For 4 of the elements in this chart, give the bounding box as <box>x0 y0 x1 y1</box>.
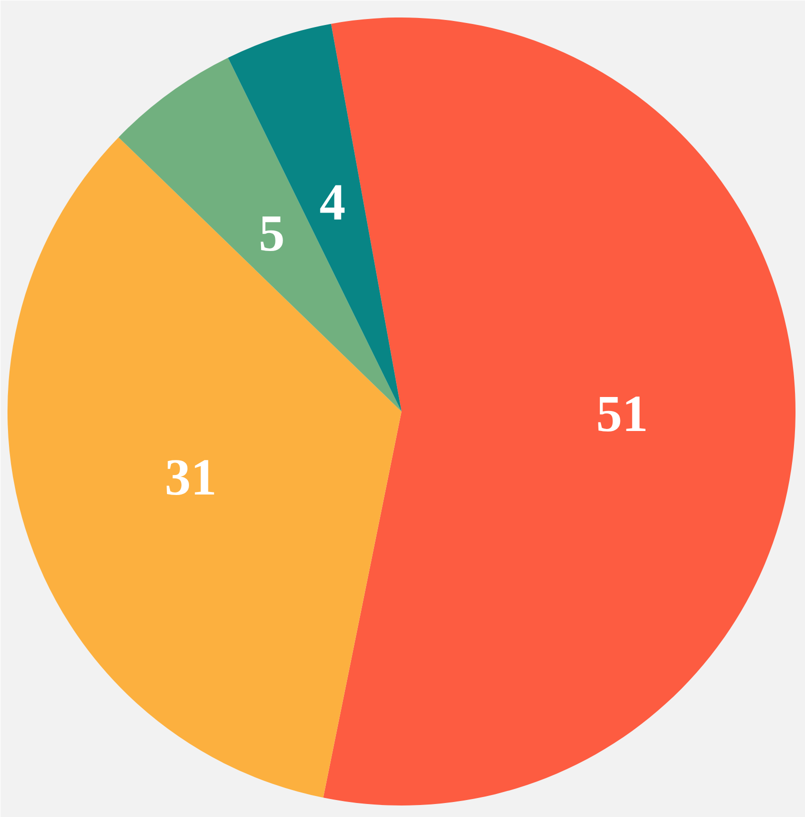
data-label: 4 <box>320 174 346 232</box>
data-label: 5 <box>258 206 285 263</box>
data-label: 51 <box>596 386 648 444</box>
data-label: 31 <box>164 449 217 506</box>
